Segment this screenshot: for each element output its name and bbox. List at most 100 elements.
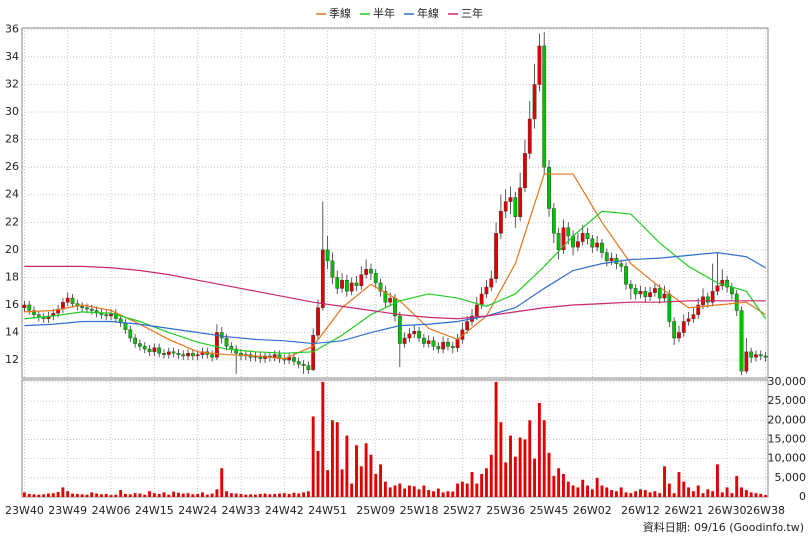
x-tick-label: 26W30 — [708, 504, 747, 517]
volume-bar — [663, 466, 666, 497]
candle-body — [359, 274, 364, 286]
volume-bar — [186, 493, 190, 497]
volume-bar — [465, 483, 469, 497]
volume-bar — [75, 493, 79, 497]
volume-bar — [42, 494, 46, 497]
volume-bar — [537, 403, 541, 497]
volume-bar — [71, 493, 74, 497]
volume-bar — [432, 491, 435, 497]
y-tick-label: 14 — [5, 326, 19, 339]
volume-bar — [234, 493, 238, 497]
volume-bar — [225, 491, 228, 497]
candle-body — [609, 257, 614, 262]
volume-bar — [562, 473, 565, 497]
candle-body — [378, 282, 383, 292]
volume-bar — [388, 487, 392, 497]
volume-bar — [56, 492, 60, 497]
volume-bar — [133, 493, 137, 497]
ma-line — [24, 173, 766, 360]
volume-bar — [480, 473, 484, 497]
candle-body — [532, 84, 537, 120]
x-tick-label: 25W36 — [486, 504, 525, 517]
volume-bar — [355, 445, 358, 497]
volume-bar — [509, 435, 512, 497]
candle-body — [513, 197, 518, 217]
volume-bar — [359, 466, 363, 497]
volume-bar — [393, 485, 397, 497]
candle-body — [94, 310, 99, 314]
volume-bar — [528, 420, 532, 497]
volume-bar — [22, 492, 26, 497]
candle-body — [441, 341, 446, 350]
y2-tick-label: 25,000 — [768, 394, 807, 407]
volume-bar — [494, 381, 498, 497]
volume-bar — [518, 437, 522, 497]
candle-body — [503, 201, 508, 212]
candle-body — [85, 307, 89, 310]
volume-bar — [37, 494, 41, 497]
candle-body — [508, 197, 513, 202]
y2-tick-label: 20,000 — [768, 413, 807, 426]
candle-body — [296, 361, 301, 365]
candle-body — [667, 293, 672, 322]
volume-bar — [249, 494, 253, 497]
volume-bar — [504, 462, 508, 497]
volume-bar — [677, 472, 681, 497]
volume-bar — [624, 492, 628, 497]
volume-bar — [244, 494, 248, 497]
legend-label: 三年 — [461, 6, 483, 20]
candle-body — [489, 278, 494, 288]
candle-body — [431, 340, 436, 347]
volume-bar — [610, 490, 614, 497]
volume-bar — [201, 492, 204, 497]
candle-body — [479, 293, 484, 306]
volume-bar — [691, 491, 695, 497]
volume-bar — [711, 491, 715, 497]
candle-body — [681, 321, 686, 333]
volume-bar — [581, 479, 585, 497]
volume-bar — [586, 485, 589, 497]
candle-body — [739, 310, 744, 372]
volume-bar — [220, 468, 224, 497]
volume-bar — [398, 483, 402, 497]
candle-body — [224, 337, 229, 347]
candle-body — [523, 153, 527, 189]
volume-bar — [653, 491, 657, 497]
candle-body — [547, 166, 551, 209]
volume-bar — [162, 492, 166, 497]
volume-bar — [619, 487, 623, 497]
candle-body — [176, 352, 181, 355]
candle-body — [648, 292, 652, 297]
x-tick-label: 24W15 — [135, 504, 174, 517]
volume-bar — [196, 493, 200, 497]
price-panel — [21, 27, 769, 379]
x-tick-label: 25W27 — [443, 504, 482, 517]
volume-bar — [566, 481, 570, 497]
volume-bar — [124, 493, 127, 497]
volume-bar — [706, 489, 710, 497]
volume-bar — [422, 485, 426, 497]
volume-bar — [66, 491, 70, 497]
candle-body — [27, 304, 32, 311]
x-tick-label: 26W21 — [664, 504, 703, 517]
volume-bar — [533, 458, 537, 497]
candle-body — [330, 260, 335, 278]
volume-bar — [379, 464, 383, 497]
volume-bar — [297, 493, 301, 497]
x-tick-label: 24W24 — [178, 504, 217, 517]
volume-bar — [634, 491, 638, 497]
volume-bar — [682, 481, 686, 497]
candle-body — [576, 241, 580, 248]
candle-body — [80, 306, 85, 308]
volume-bar — [51, 493, 55, 497]
candle-body — [715, 285, 720, 292]
y-tick-label: 18 — [5, 270, 19, 283]
candle-body — [455, 339, 460, 348]
candle-body — [744, 351, 749, 372]
volume-bar — [485, 468, 488, 497]
candle-body — [397, 315, 402, 344]
volume-bar — [614, 491, 618, 497]
candle-body — [104, 314, 109, 317]
volume-bar — [215, 489, 219, 497]
candle-body — [171, 351, 176, 354]
